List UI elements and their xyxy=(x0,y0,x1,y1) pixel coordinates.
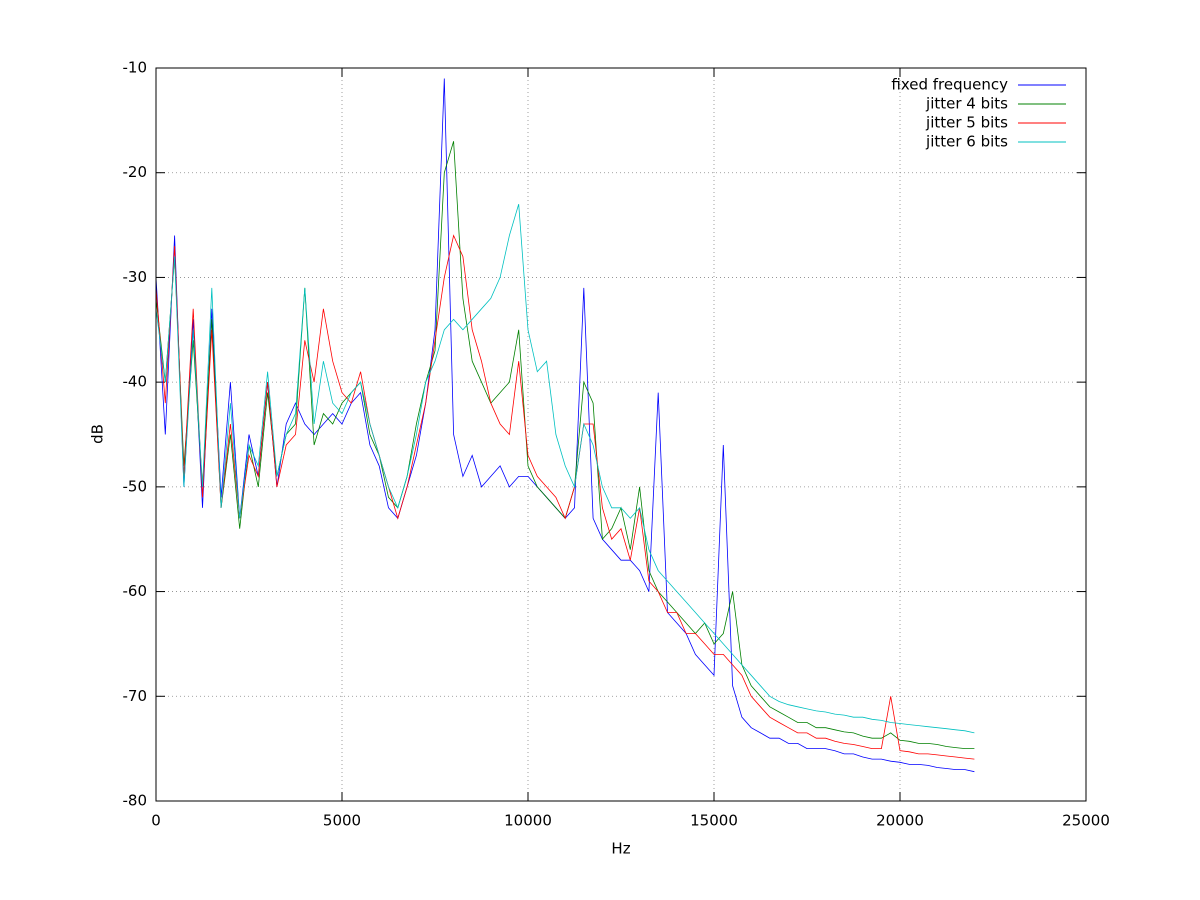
y-tick-label: -50 xyxy=(123,477,148,495)
x-tick-label: 5000 xyxy=(323,812,361,830)
legend-label: jitter 4 bits xyxy=(925,95,1008,113)
data-line xyxy=(155,141,975,749)
y-tick-label: -60 xyxy=(123,582,148,600)
x-tick-label: 20000 xyxy=(876,812,924,830)
x-tick-label: 10000 xyxy=(504,812,552,830)
y-tick-label: -80 xyxy=(123,792,148,810)
y-tick-label: -30 xyxy=(123,268,148,286)
x-tick-label: 0 xyxy=(151,812,161,830)
x-tick-label: 25000 xyxy=(1062,812,1110,830)
y-axis-label: dB xyxy=(89,424,107,444)
y-tick-label: -40 xyxy=(123,373,148,391)
y-tick-label: -70 xyxy=(123,687,148,705)
x-tick-label: 15000 xyxy=(690,812,738,830)
y-tick-label: -10 xyxy=(123,59,148,77)
y-tick-label: -20 xyxy=(123,163,148,181)
x-axis-label: Hz xyxy=(611,840,630,858)
data-line xyxy=(155,203,975,734)
legend-label: jitter 6 bits xyxy=(925,133,1008,151)
plot-border xyxy=(155,67,1087,802)
data-line xyxy=(155,78,975,773)
legend-label: jitter 5 bits xyxy=(925,114,1008,132)
legend-label: fixed frequency xyxy=(891,76,1008,94)
data-line xyxy=(155,234,975,760)
